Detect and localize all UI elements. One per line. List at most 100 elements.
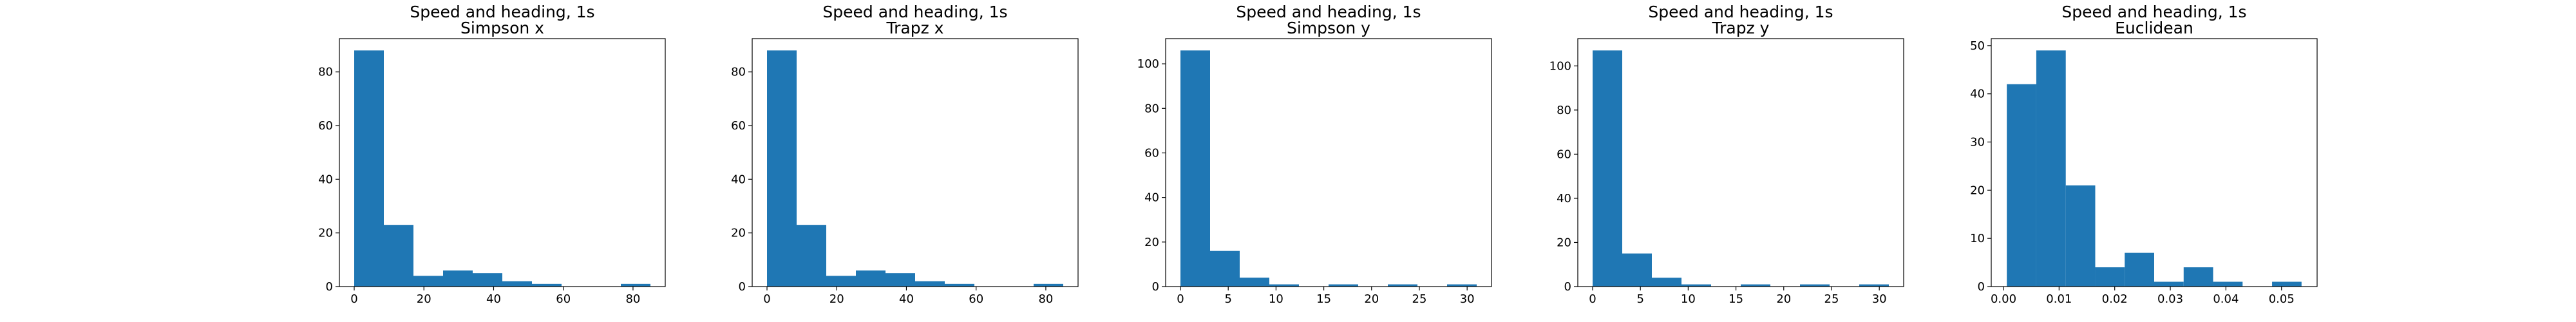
histogram-bar (2183, 267, 2213, 287)
axes-frame (1165, 38, 1492, 287)
histogram-bar (1622, 253, 1652, 287)
chart-subtitle: Trapz x (886, 19, 944, 37)
y-tick-label: 100 (1137, 57, 1159, 71)
x-tick-label: 20 (1776, 292, 1791, 306)
histogram-bar (2154, 281, 2184, 287)
y-tick-label: 20 (1144, 236, 1159, 249)
chart-title: Speed and heading, 1s (1236, 3, 1421, 21)
x-tick-label: 20 (417, 292, 431, 306)
histogram-bar (621, 283, 650, 287)
x-tick-label: 0.04 (2213, 292, 2239, 306)
x-tick-label: 15 (1728, 292, 1743, 306)
x-tick-label: 0 (1589, 292, 1596, 306)
histogram-bar (1652, 278, 1681, 287)
histogram-bar (1741, 284, 1770, 287)
x-tick-label: 0 (763, 292, 770, 306)
y-tick-label: 80 (731, 66, 746, 79)
y-tick-label: 100 (1549, 59, 1571, 73)
x-tick-label: 0.01 (2046, 292, 2072, 306)
y-tick-label: 40 (318, 173, 333, 186)
y-tick-label: 40 (1557, 192, 1571, 205)
y-tick-label: 30 (1970, 136, 1985, 149)
chart-subtitle: Trapz y (1712, 19, 1770, 37)
y-tick-label: 40 (731, 173, 746, 186)
chart-subtitle: Simpson y (1287, 19, 1370, 37)
chart-title: Speed and heading, 1s (1648, 3, 1833, 21)
x-tick-label: 60 (969, 292, 983, 306)
x-tick-label: 0.00 (1991, 292, 2016, 306)
axes-frame (1991, 38, 2318, 287)
y-tick-label: 10 (1970, 232, 1985, 245)
y-tick-label: 0 (1564, 280, 1571, 294)
x-tick-label: 25 (1824, 292, 1839, 306)
y-tick-label: 20 (731, 227, 746, 240)
y-tick-label: 80 (318, 66, 333, 79)
histogram-bar (826, 276, 856, 287)
y-tick-label: 60 (731, 119, 746, 133)
histogram-bar (1859, 284, 1889, 287)
axes-frame (752, 38, 1079, 287)
chart-title: Speed and heading, 1s (822, 3, 1007, 21)
y-tick-label: 20 (1970, 184, 1985, 197)
y-tick-label: 50 (1970, 39, 1985, 53)
x-tick-label: 0 (1177, 292, 1184, 306)
x-tick-label: 20 (829, 292, 844, 306)
histogram-bar (1210, 251, 1240, 287)
x-tick-label: 0.02 (2102, 292, 2128, 306)
x-tick-label: 60 (556, 292, 571, 306)
y-tick-label: 0 (739, 280, 746, 294)
chart-title: Speed and heading, 1s (410, 3, 594, 21)
y-tick-label: 0 (1978, 280, 1985, 294)
chart-title: Speed and heading, 1s (2061, 3, 2246, 21)
y-tick-label: 40 (1970, 88, 1985, 101)
axes-frame (1577, 38, 1904, 287)
histogram-bar (502, 281, 532, 287)
y-tick-label: 60 (1144, 146, 1159, 160)
histogram-bar (1329, 284, 1358, 287)
histogram-bar (1681, 284, 1711, 287)
y-tick-label: 0 (1152, 280, 1159, 294)
y-tick-label: 0 (326, 280, 333, 294)
chart-subtitle: Simpson x (460, 19, 544, 37)
histogram-bar (1593, 50, 1622, 287)
x-tick-label: 80 (1038, 292, 1053, 306)
histogram-bar (856, 270, 886, 287)
y-tick-label: 80 (1557, 104, 1571, 117)
histogram-bar (384, 225, 413, 287)
histogram-bar (354, 50, 384, 287)
histogram-bar (1447, 284, 1477, 287)
x-tick-label: 15 (1316, 292, 1331, 306)
y-tick-label: 60 (1557, 147, 1571, 161)
histogram-bar (2036, 50, 2066, 287)
histogram-bar (2007, 84, 2036, 287)
histogram-bar (1800, 284, 1830, 287)
x-tick-label: 10 (1681, 292, 1696, 306)
histogram-bar (2095, 267, 2125, 287)
x-tick-label: 5 (1636, 292, 1643, 306)
y-tick-label: 40 (1144, 191, 1159, 205)
x-tick-label: 0 (350, 292, 357, 306)
x-tick-label: 40 (899, 292, 914, 306)
histogram-bar (1180, 50, 1210, 287)
x-tick-label: 80 (625, 292, 640, 306)
histogram-bar (945, 283, 974, 287)
histogram-bar (532, 283, 562, 287)
histogram-bar (767, 50, 797, 287)
histogram-bar (1034, 283, 1063, 287)
x-tick-label: 30 (1460, 292, 1475, 306)
histogram-bar (473, 273, 502, 287)
histogram-bar (2272, 281, 2302, 287)
histogram-bar (1388, 284, 1417, 287)
x-tick-label: 10 (1269, 292, 1283, 306)
y-tick-label: 20 (1557, 236, 1571, 249)
axes-frame (339, 38, 666, 287)
histogram-bar (886, 273, 915, 287)
x-tick-label: 0.03 (2157, 292, 2183, 306)
x-tick-label: 0.05 (2269, 292, 2295, 306)
y-tick-label: 60 (318, 119, 333, 133)
x-tick-label: 25 (1412, 292, 1427, 306)
